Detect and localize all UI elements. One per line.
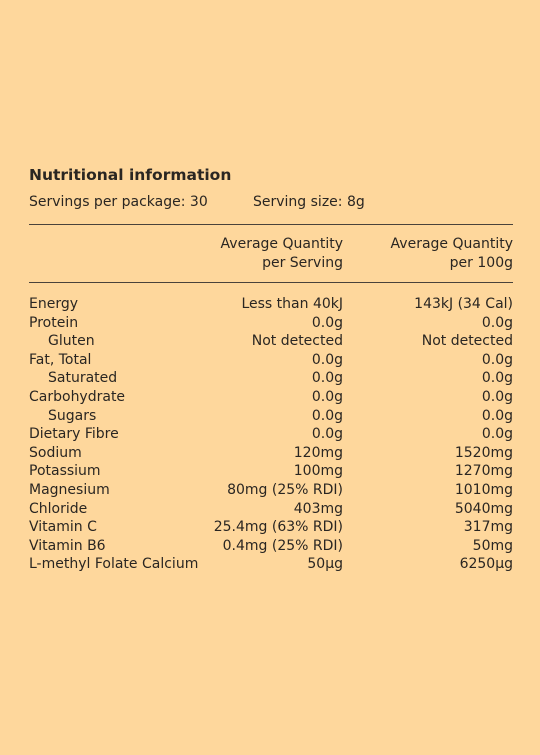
header-per-serving-line2: per Serving xyxy=(262,255,343,271)
per-100g-value: 50mg xyxy=(472,537,513,554)
top-divider xyxy=(29,224,513,225)
per-serving-value: 0.0g xyxy=(311,407,343,424)
nutrient-label: Protein xyxy=(29,314,79,331)
per-100g-value: 0.0g xyxy=(481,314,513,331)
table-row: Vitamin B6 0.4mg (25% RDI) 50mg xyxy=(29,537,513,556)
table-row: Saturated 0.0g 0.0g xyxy=(29,369,513,388)
servings-per-package: Servings per package: 30 xyxy=(29,194,208,210)
header-per-100g-line2: per 100g xyxy=(449,255,513,271)
per-100g-value: 317mg xyxy=(463,519,513,536)
header-spacer xyxy=(29,235,199,273)
table-row: Magnesium 80mg (25% RDI) 1010mg xyxy=(29,481,513,500)
per-100g-value: 6250μg xyxy=(459,556,513,573)
nutrient-label: Magnesium xyxy=(29,481,110,498)
nutrient-label: Energy xyxy=(29,296,79,312)
per-100g-value: 1520mg xyxy=(454,444,513,461)
nutrient-label: L-methyl Folate Calcium xyxy=(29,556,199,573)
per-serving-value: 0.0g xyxy=(311,370,343,387)
serving-info: Servings per package: 30 Serving size: 8… xyxy=(29,193,513,211)
table-row: Dietary Fibre 0.0g 0.0g xyxy=(29,425,513,444)
nutrient-rows: Energy Less than 40kJ 143kJ (34 Cal) Protei… xyxy=(29,295,513,574)
per-100g-value: 0.0g xyxy=(481,370,513,387)
per-serving-value: Not detected xyxy=(251,333,343,350)
table-row: L-methyl Folate Calcium 50μg 6250μg xyxy=(29,555,513,574)
nutrient-label: Dietary Fibre xyxy=(29,426,119,443)
nutrient-label: Sodium xyxy=(29,444,82,461)
per-serving-value: 50μg xyxy=(307,556,343,573)
per-100g-value: 143kJ (34 Cal) xyxy=(414,296,513,312)
per-serving-value: 80mg (25% RDI) xyxy=(227,481,343,498)
per-100g-value: 0.0g xyxy=(481,407,513,424)
per-100g-value: 1270mg xyxy=(454,463,513,480)
header-per-serving: Average Quantity per Serving xyxy=(199,235,343,273)
header-per-serving-line1: Average Quantity xyxy=(220,236,343,252)
header-per-100g-line1: Average Quantity xyxy=(390,236,513,252)
per-100g-value: Not detected xyxy=(421,333,513,350)
panel-title: Nutritional information xyxy=(29,166,232,184)
per-serving-value: 120mg xyxy=(293,444,343,461)
per-serving-value: 403mg xyxy=(293,500,343,517)
nutrient-label: Fat, Total xyxy=(29,351,92,368)
nutrition-panel: Nutritional information Servings per pac… xyxy=(29,165,513,574)
per-serving-value: 0.0g xyxy=(311,351,343,368)
per-100g-value: 5040mg xyxy=(454,500,513,517)
nutrient-label: Gluten xyxy=(48,333,95,350)
nutrient-label: Vitamin C xyxy=(29,519,97,536)
per-serving-value: 25.4mg (63% RDI) xyxy=(213,519,343,536)
nutrient-label: Vitamin B6 xyxy=(29,537,106,554)
table-row: Sodium 120mg 1520mg xyxy=(29,444,513,463)
nutrient-label: Saturated xyxy=(48,370,118,387)
nutrient-label: Potassium xyxy=(29,463,101,480)
nutrient-label: Sugars xyxy=(48,407,97,424)
table-row: Potassium 100mg 1270mg xyxy=(29,462,513,481)
table-row: Chloride 403mg 5040mg xyxy=(29,500,513,519)
table-row: Vitamin C 25.4mg (63% RDI) 317mg xyxy=(29,518,513,537)
table-row: Protein 0.0g 0.0g xyxy=(29,314,513,333)
per-100g-value: 0.0g xyxy=(481,388,513,405)
per-100g-value: 0.0g xyxy=(481,351,513,368)
table-row: Fat, Total 0.0g 0.0g xyxy=(29,351,513,370)
per-serving-value: 0.0g xyxy=(311,426,343,443)
table-row: Gluten Not detected Not detected xyxy=(29,332,513,351)
per-serving-value: 0.0g xyxy=(311,314,343,331)
header-divider xyxy=(29,282,513,283)
table-row: Sugars 0.0g 0.0g xyxy=(29,407,513,426)
header-per-100g: Average Quantity per 100g xyxy=(343,235,513,273)
nutrient-label: Chloride xyxy=(29,500,88,517)
per-serving-value: 0.4mg (25% RDI) xyxy=(222,537,343,554)
per-serving-value: Less than 40kJ xyxy=(241,296,343,312)
per-serving-value: 0.0g xyxy=(311,388,343,405)
table-row: Carbohydrate 0.0g 0.0g xyxy=(29,388,513,407)
per-100g-value: 0.0g xyxy=(481,426,513,443)
per-100g-value: 1010mg xyxy=(454,481,513,498)
table-header: Average Quantity per Serving Average Qua… xyxy=(29,225,513,282)
per-serving-value: 100mg xyxy=(293,463,343,480)
nutrient-label: Carbohydrate xyxy=(29,388,126,405)
table-row: Energy Less than 40kJ 143kJ (34 Cal) xyxy=(29,295,513,314)
serving-size: Serving size: 8g xyxy=(253,194,365,210)
